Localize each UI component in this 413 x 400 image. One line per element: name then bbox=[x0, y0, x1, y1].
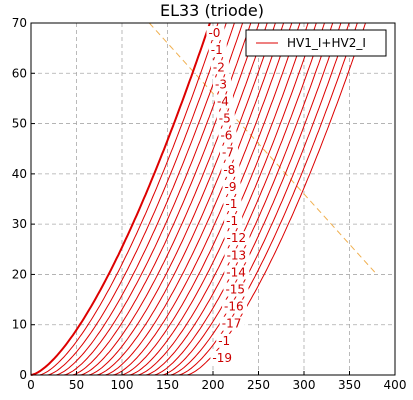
curve-bias-17 bbox=[31, 22, 350, 376]
curve-label-bg bbox=[218, 128, 237, 143]
curve-label: -13 bbox=[227, 248, 247, 262]
curve-bias-1 bbox=[31, 22, 219, 376]
curve-label-bg bbox=[219, 316, 245, 331]
curve-label-bg bbox=[221, 162, 240, 177]
curve-bias-16 bbox=[31, 22, 342, 376]
curve-label: -6 bbox=[220, 129, 232, 143]
curve-label: -12 bbox=[227, 231, 247, 245]
curve-label-bg bbox=[224, 248, 250, 263]
curve-label: -5 bbox=[219, 112, 231, 126]
x-tick-label: 300 bbox=[293, 378, 316, 392]
curve-label-bg bbox=[219, 145, 238, 160]
y-tick-label: 20 bbox=[12, 267, 27, 281]
curve-label: -7 bbox=[222, 146, 234, 160]
x-tick-label: 200 bbox=[202, 378, 225, 392]
x-tick-label: 0 bbox=[27, 378, 35, 392]
curve-label: -0 bbox=[208, 26, 220, 40]
curve-label: -4 bbox=[217, 94, 229, 108]
curve-label-bg bbox=[223, 282, 249, 297]
curve-bias-18 bbox=[31, 22, 358, 376]
curve-label-bg bbox=[213, 77, 232, 92]
curve-label: -1 bbox=[225, 197, 237, 211]
y-tick-label: 10 bbox=[12, 318, 27, 332]
curve-label: -2 bbox=[213, 60, 225, 74]
axis-ticks: 0 50 100 150 200 250 300 350 400 0 10 20 30 40 50 60 70 bbox=[12, 16, 407, 392]
x-tick-label: 250 bbox=[247, 378, 270, 392]
curve-label-bg bbox=[216, 111, 235, 126]
y-tick-label: 60 bbox=[12, 66, 27, 80]
curve-bias-11 bbox=[31, 22, 301, 376]
curve-bias-10 bbox=[31, 22, 293, 376]
curve-labels: -0 -1 -2 -3 -4 -5 -6 -7 -8 -9 -1 -1 -12 -13 -14 -15 -16 -… bbox=[206, 26, 250, 365]
y-tick-label: 40 bbox=[12, 167, 27, 181]
curve-label: -8 bbox=[223, 163, 235, 177]
load-line-segment bbox=[148, 22, 378, 275]
legend-label: HV1_I+HV2_I bbox=[287, 36, 366, 50]
curve-label-bg bbox=[224, 214, 243, 229]
y-tick-label: 0 bbox=[19, 368, 27, 382]
curve-label: -16 bbox=[224, 300, 244, 314]
plate-curves bbox=[30, 22, 366, 376]
curve-label-bg bbox=[224, 265, 250, 280]
legend: HV1_I+HV2_I bbox=[245, 29, 387, 57]
x-tick-label: 50 bbox=[69, 378, 84, 392]
x-tick-label: 400 bbox=[384, 378, 407, 392]
chart-title: EL33 (triode) bbox=[160, 1, 264, 20]
curve-label-bg bbox=[210, 350, 236, 365]
curve-label: -17 bbox=[222, 317, 242, 331]
x-tick-label: 100 bbox=[111, 378, 134, 392]
curve-bias-4 bbox=[31, 22, 244, 376]
curve-label: -1 bbox=[211, 43, 223, 57]
curve-label: -3 bbox=[215, 77, 227, 91]
curve-label-bg bbox=[214, 94, 233, 109]
curve-bias-14 bbox=[31, 22, 325, 376]
y-tick-label: 50 bbox=[12, 117, 27, 131]
y-tick-label: 30 bbox=[12, 217, 27, 231]
curve-label-bg bbox=[224, 231, 250, 246]
curve-bias-0 bbox=[30, 22, 211, 376]
y-tick-label: 70 bbox=[12, 16, 27, 30]
curve-label-bg bbox=[222, 179, 241, 194]
curve-label-bg bbox=[223, 197, 242, 212]
curve-label: -14 bbox=[226, 265, 246, 279]
curve-label: -1 bbox=[218, 334, 230, 348]
curve-label: -15 bbox=[225, 283, 245, 297]
curve-label-bg bbox=[222, 299, 248, 314]
curve-bias-9 bbox=[31, 22, 285, 376]
x-tick-label: 350 bbox=[338, 378, 361, 392]
curve-label: -19 bbox=[212, 351, 232, 365]
curve-label: -9 bbox=[224, 180, 236, 194]
curve-bias-2 bbox=[31, 22, 227, 376]
load-line bbox=[148, 22, 378, 275]
curve-label-bg bbox=[206, 26, 225, 41]
x-tick-label: 150 bbox=[156, 378, 179, 392]
curve-label-bg bbox=[216, 333, 235, 348]
curve-label-bg bbox=[210, 60, 229, 75]
curve-bias-3 bbox=[31, 22, 235, 376]
curve-label-bg bbox=[208, 43, 227, 58]
curve-label: -1 bbox=[226, 214, 238, 228]
